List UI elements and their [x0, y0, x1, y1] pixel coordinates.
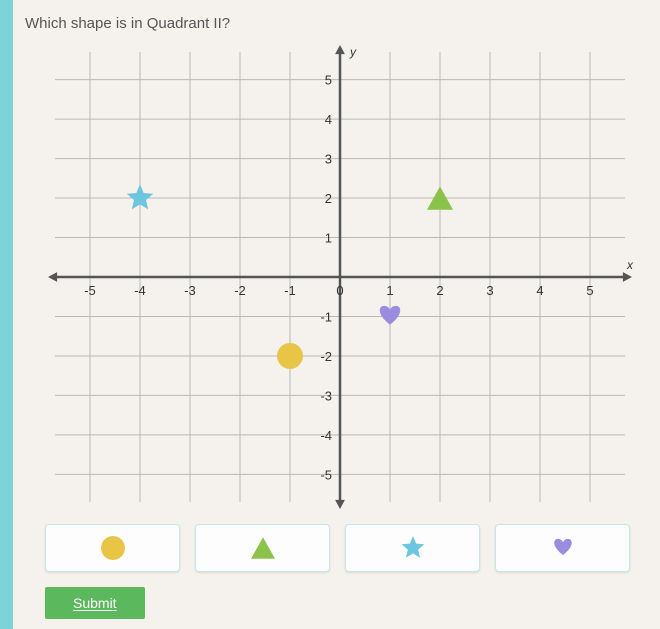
- svg-text:0: 0: [336, 283, 343, 298]
- svg-text:5: 5: [586, 283, 593, 298]
- svg-text:-4: -4: [320, 428, 332, 443]
- svg-text:4: 4: [325, 112, 332, 127]
- svg-text:2: 2: [325, 191, 332, 206]
- svg-text:-5: -5: [84, 283, 96, 298]
- svg-text:-3: -3: [320, 388, 332, 403]
- svg-text:2: 2: [436, 283, 443, 298]
- svg-text:1: 1: [386, 283, 393, 298]
- svg-text:-2: -2: [320, 349, 332, 364]
- svg-text:-5: -5: [320, 467, 332, 482]
- svg-text:-1: -1: [320, 309, 332, 324]
- svg-text:4: 4: [536, 283, 543, 298]
- svg-text:y: y: [349, 45, 357, 59]
- svg-text:-4: -4: [134, 283, 146, 298]
- answer-options: [45, 524, 650, 572]
- svg-text:3: 3: [486, 283, 493, 298]
- option-heart[interactable]: [495, 524, 630, 572]
- svg-text:3: 3: [325, 152, 332, 167]
- svg-text:-1: -1: [284, 283, 296, 298]
- question-text: Which shape is in Quadrant II?: [25, 15, 650, 32]
- svg-text:x: x: [626, 258, 634, 272]
- option-star[interactable]: [345, 524, 480, 572]
- svg-text:-3: -3: [184, 283, 196, 298]
- submit-button[interactable]: Submit: [45, 587, 145, 619]
- option-circle[interactable]: [45, 524, 180, 572]
- svg-text:1: 1: [325, 231, 332, 246]
- svg-text:-2: -2: [234, 283, 246, 298]
- svg-text:5: 5: [325, 73, 332, 88]
- option-triangle[interactable]: [195, 524, 330, 572]
- coordinate-chart: -5 -4 -3 -2 -1 0 1 2 3 4 5 -5 -4 -3 -2 -1 1 2 3 4 5 y x: [45, 42, 635, 512]
